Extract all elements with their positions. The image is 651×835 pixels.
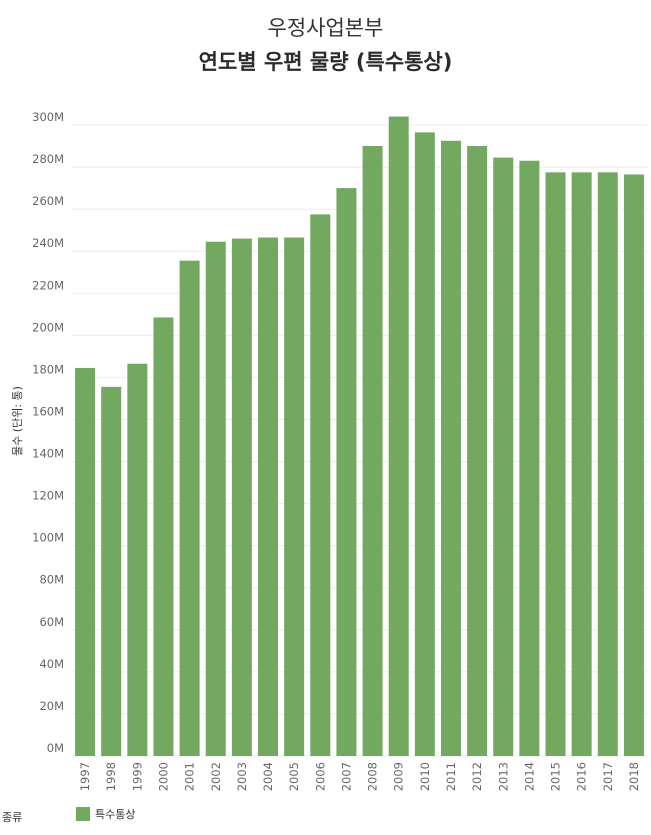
bar-2000[interactable]	[153, 317, 174, 756]
x-tick-label: 2005	[287, 762, 301, 791]
chart-title: 연도별 우편 물량 (특수통상)	[198, 50, 453, 74]
x-tick-label: 1998	[104, 762, 118, 791]
y-tick-label: 100M	[32, 531, 64, 545]
y-tick-label: 40M	[39, 657, 64, 671]
y-tick-label: 20M	[39, 699, 64, 713]
x-tick-label: 2013	[496, 762, 510, 791]
x-tick-label: 2001	[183, 762, 197, 791]
bar-2005[interactable]	[284, 237, 305, 757]
legend: 종류 특수통상	[0, 806, 651, 828]
x-tick-label: 2016	[575, 762, 589, 791]
bar-2015[interactable]	[545, 172, 566, 756]
x-tick-label: 1999	[130, 762, 144, 791]
y-axis-label: 물수 (단위: 통)	[11, 386, 24, 456]
y-tick-label: 60M	[39, 615, 64, 629]
x-tick-label: 2000	[156, 762, 170, 791]
x-tick-label: 2012	[470, 762, 484, 791]
y-axis-ticks: 0M 20M 40M 60M 80M 100M 120M 140M 160M 180M 200M 22…	[32, 110, 64, 755]
x-tick-label: 2004	[261, 762, 275, 791]
bar-chart: 0M 20M 40M 60M 80M 100M 120M 140M 160M 180M 200M 22…	[11, 110, 647, 791]
bar-2009[interactable]	[388, 116, 409, 756]
legend-title: 종류	[2, 811, 23, 824]
bar-1999[interactable]	[127, 363, 148, 756]
legend-item-label: 특수통상	[95, 808, 136, 821]
y-tick-label: 180M	[32, 362, 64, 376]
x-tick-label: 2011	[444, 762, 458, 791]
bars	[75, 116, 644, 757]
bar-1997[interactable]	[75, 367, 96, 756]
bar-2012[interactable]	[467, 146, 488, 757]
chart-subtitle: 우정사업본부	[267, 16, 384, 40]
x-tick-label: 2008	[366, 762, 380, 791]
bar-2011[interactable]	[440, 140, 461, 756]
y-tick-label: 280M	[32, 152, 64, 166]
bar-2003[interactable]	[231, 238, 252, 756]
y-tick-label: 240M	[32, 236, 64, 250]
legend-swatch	[76, 807, 90, 821]
bar-2018[interactable]	[623, 174, 644, 756]
bar-1998[interactable]	[101, 386, 122, 756]
bar-2017[interactable]	[597, 172, 618, 756]
bar-2014[interactable]	[519, 160, 540, 757]
y-tick-label: 140M	[32, 447, 64, 461]
x-axis-ticks: 1997 1998 1999 2000 2001 2002 2003 2004 2005 2006…	[78, 762, 641, 791]
bar-2002[interactable]	[205, 241, 226, 757]
x-tick-label: 2006	[313, 762, 327, 791]
y-tick-label: 260M	[32, 194, 64, 208]
x-tick-label: 2010	[418, 762, 432, 791]
y-tick-label: 220M	[32, 278, 64, 292]
bar-2001[interactable]	[179, 260, 200, 756]
x-tick-label: 2018	[627, 762, 641, 791]
y-tick-label: 160M	[32, 404, 64, 418]
x-tick-label: 2007	[339, 762, 353, 791]
x-tick-label: 2002	[209, 762, 223, 791]
y-tick-label: 300M	[32, 110, 64, 124]
y-tick-label: 80M	[39, 573, 64, 587]
x-tick-label: 2003	[235, 762, 249, 791]
x-tick-label: 2014	[522, 762, 536, 791]
y-tick-label: 0M	[47, 741, 64, 755]
y-tick-label: 120M	[32, 489, 64, 503]
bar-2006[interactable]	[310, 214, 331, 756]
y-tick-label: 200M	[32, 320, 64, 334]
legend-item[interactable]: 특수통상	[76, 806, 135, 822]
bar-2016[interactable]	[571, 172, 592, 756]
bar-2007[interactable]	[336, 188, 357, 757]
x-tick-label: 2015	[549, 762, 563, 791]
bar-2010[interactable]	[414, 132, 435, 756]
x-tick-label: 2017	[601, 762, 615, 791]
x-tick-label: 1997	[78, 762, 92, 791]
bar-2008[interactable]	[362, 146, 383, 757]
bar-2004[interactable]	[258, 237, 279, 757]
bar-2013[interactable]	[493, 157, 514, 756]
x-tick-label: 2009	[392, 762, 406, 791]
